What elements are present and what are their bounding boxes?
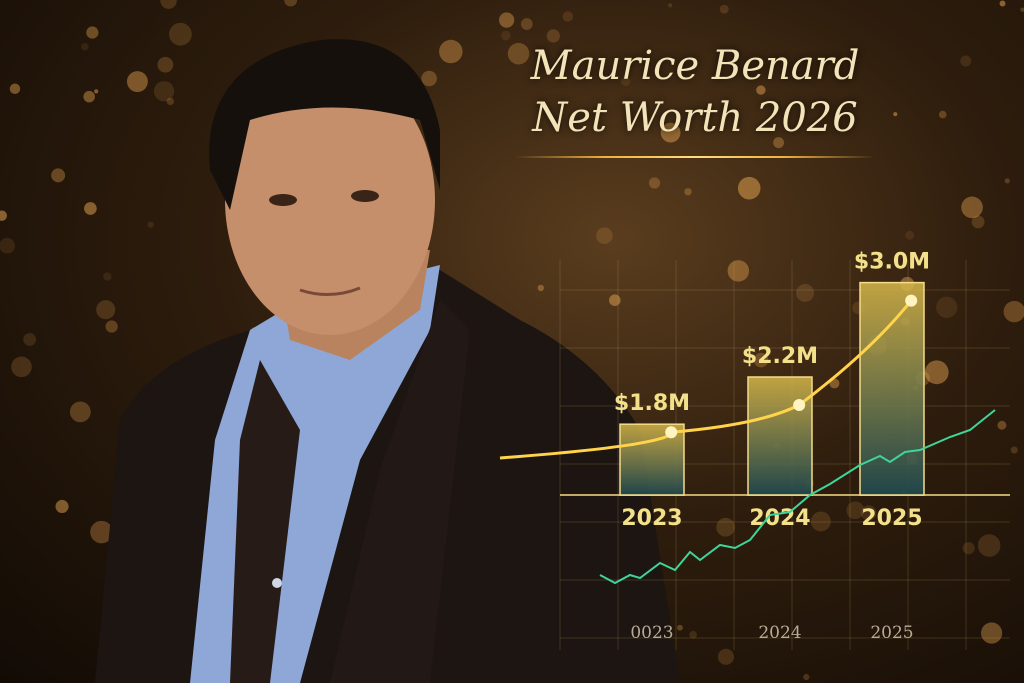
bokeh-dot: [719, 4, 729, 14]
bokeh-dot: [716, 517, 735, 537]
bokeh-dot: [103, 272, 112, 281]
bokeh-dot: [90, 520, 113, 544]
bokeh-dot: [69, 401, 91, 423]
bokeh-dot: [596, 227, 613, 244]
bokeh-dot: [753, 352, 769, 368]
bokeh-dot: [961, 196, 983, 219]
bokeh-dot: [977, 534, 1001, 557]
category-label: 2024: [749, 506, 810, 531]
bokeh-dot: [997, 420, 1007, 430]
bokeh-dot: [796, 283, 815, 302]
bokeh-dot: [96, 300, 116, 320]
bokeh-dot: [9, 83, 21, 95]
bokeh-dot: [621, 76, 631, 86]
bokeh-dot: [803, 673, 810, 681]
bokeh-dot: [501, 30, 511, 41]
bokeh-dot: [126, 71, 148, 93]
bokeh-dot: [676, 624, 683, 631]
bokeh-dot: [23, 332, 37, 346]
trend-line: [499, 299, 913, 460]
bokeh-dot: [999, 0, 1006, 7]
trend-point: [793, 399, 806, 411]
bokeh-dot: [94, 89, 99, 94]
bokeh-dot: [86, 26, 99, 39]
bokeh-dot: [717, 648, 735, 665]
bokeh-dot: [11, 356, 32, 378]
bokeh-dot: [660, 122, 681, 143]
secondary-axis-label: 2024: [758, 623, 801, 643]
bokeh-dot: [166, 97, 174, 106]
title-line-2: Net Worth 2026: [532, 95, 858, 141]
title: Maurice Benard Net Worth 2026: [490, 40, 900, 158]
category-label: 2023: [621, 506, 682, 531]
bokeh-dot: [51, 168, 66, 183]
bokeh-dot: [0, 237, 16, 254]
title-underline: [515, 156, 875, 158]
bokeh-dot: [1020, 7, 1024, 12]
bokeh-dot: [684, 188, 692, 196]
trend-point: [905, 294, 918, 307]
bokeh-dot: [1010, 446, 1018, 454]
bokeh-dot: [105, 320, 118, 333]
bokeh-dot: [893, 112, 898, 117]
bokeh-dot: [81, 42, 89, 51]
bokeh-dot: [284, 0, 298, 7]
bokeh-dot: [1003, 300, 1024, 323]
bar-2025: [859, 281, 925, 496]
title-line-1: Maurice Benard: [530, 43, 860, 89]
bokeh-dot: [0, 210, 8, 221]
bokeh-dot: [971, 215, 985, 229]
bokeh-dot: [810, 511, 831, 532]
bokeh-dot: [727, 260, 750, 282]
value-label: $2.2M: [742, 344, 818, 369]
bokeh-dot: [84, 202, 97, 215]
bokeh-dot: [773, 137, 785, 149]
bokeh-dot: [962, 542, 975, 555]
bokeh-dot: [737, 176, 761, 200]
secondary-axis-label: 2025: [870, 623, 913, 643]
bokeh-dot: [83, 90, 95, 103]
bokeh-dot: [499, 12, 515, 28]
bokeh-dot: [905, 230, 915, 240]
value-label: $3.0M: [854, 250, 930, 275]
bokeh-dot: [924, 360, 949, 385]
bokeh-dot: [980, 622, 1003, 644]
bokeh-dot: [153, 81, 175, 102]
trend-point: [665, 426, 678, 439]
bokeh-dot: [439, 39, 463, 64]
bokeh-dot: [689, 630, 697, 639]
bokeh-dot: [938, 110, 947, 119]
secondary-axis-label: 0023: [630, 623, 673, 643]
bokeh-dot: [546, 29, 560, 43]
secondary-line: [599, 409, 996, 585]
bokeh-dot: [609, 294, 621, 306]
bokeh-dot: [562, 11, 574, 22]
value-label: $1.8M: [614, 391, 690, 416]
bokeh-dot: [667, 3, 673, 8]
bokeh-dot: [147, 221, 154, 228]
bokeh-dot: [157, 56, 174, 73]
category-label: 2025: [861, 506, 922, 531]
bokeh-dot: [960, 55, 972, 67]
bokeh-dot: [861, 505, 877, 521]
bar-2024: [747, 376, 813, 496]
bokeh-dot: [507, 42, 530, 65]
bokeh-dot: [537, 284, 545, 292]
bokeh-dot: [55, 499, 69, 514]
bokeh-dot: [1004, 178, 1010, 184]
bokeh-dot: [936, 296, 958, 318]
bokeh-dot: [756, 85, 766, 95]
bokeh-dot: [648, 177, 661, 189]
bokeh-dot: [846, 501, 865, 520]
bokeh-dot: [520, 18, 533, 30]
bokeh-dot: [160, 0, 177, 9]
bokeh-dot: [169, 22, 192, 46]
bokeh-dot: [421, 70, 437, 87]
